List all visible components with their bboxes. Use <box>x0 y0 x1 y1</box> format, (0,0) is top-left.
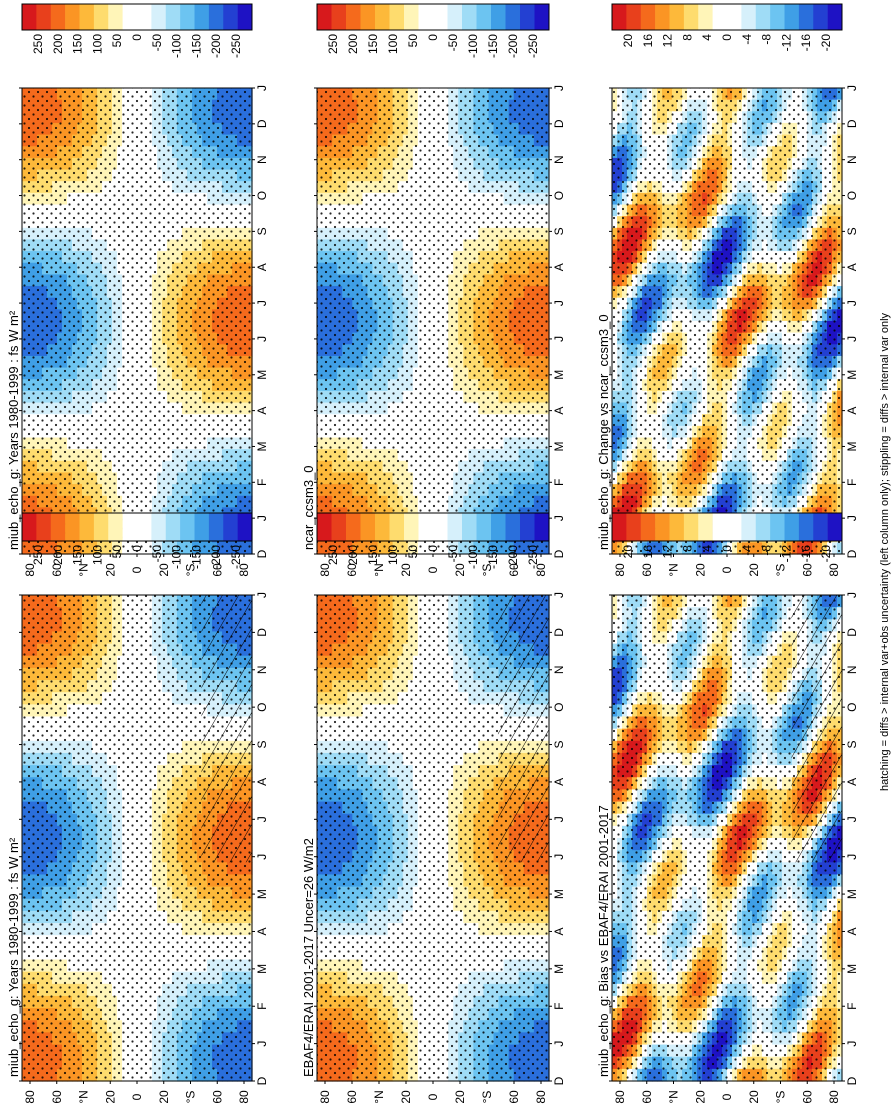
lat-tick-label: °N <box>77 1090 91 1103</box>
month-tick-label: F <box>255 1003 269 1010</box>
hatch-overlay <box>497 595 549 863</box>
month-tick-label: A <box>255 778 269 786</box>
lat-tick-label: 80 <box>23 1090 37 1104</box>
month-tick-label: J <box>255 1041 269 1047</box>
panel-title: miub_echo_g: Years 1980-1999 : fs W m² <box>6 837 21 1077</box>
lat-tick-label: 60 <box>507 1090 521 1104</box>
lat-tick-label: 0 <box>130 1093 144 1100</box>
lat-tick-label: 20 <box>157 1090 171 1104</box>
month-tick-label: J <box>255 816 269 822</box>
lat-tick-label: 80 <box>318 1090 332 1104</box>
month-tick-label: D <box>255 1076 269 1085</box>
lat-tick-label: 60 <box>345 1090 359 1104</box>
month-tick-label: O <box>255 702 269 711</box>
lat-tick-label: 20 <box>103 1090 117 1104</box>
panel-title: EBAF4/ERAI 2001-2017 Uncer=26 W/m2 <box>301 838 316 1077</box>
month-tick-label: M <box>552 964 566 974</box>
month-tick-label: O <box>552 702 566 711</box>
month-tick-label: J <box>552 592 566 598</box>
month-tick-label: A <box>255 927 269 935</box>
lat-tick-label: 60 <box>210 1090 224 1104</box>
lat-tick-label: °S <box>184 1091 198 1104</box>
month-tick-label: M <box>255 964 269 974</box>
lat-tick-label: °N <box>372 1090 386 1103</box>
month-tick-label: S <box>255 741 269 749</box>
month-tick-label: F <box>552 1003 566 1010</box>
lat-tick-label: 80 <box>534 1090 548 1104</box>
month-tick-label: D <box>552 1076 566 1085</box>
month-tick-label: A <box>552 778 566 786</box>
lat-tick-label: 60 <box>50 1090 64 1104</box>
month-tick-label: M <box>255 889 269 899</box>
month-tick-label: N <box>255 665 269 674</box>
month-tick-label: A <box>552 927 566 935</box>
month-tick-label: M <box>552 889 566 899</box>
month-tick-label: D <box>255 628 269 637</box>
lat-tick-label: 20 <box>453 1090 467 1104</box>
hatch-overlay <box>201 595 252 863</box>
lat-tick-label: 20 <box>399 1090 413 1104</box>
month-tick-label: S <box>552 741 566 749</box>
month-tick-label: J <box>255 854 269 860</box>
lat-tick-label: °S <box>480 1091 494 1104</box>
month-tick-label: N <box>552 665 566 674</box>
month-tick-label: D <box>552 628 566 637</box>
lat-tick-label: 0 <box>426 1093 440 1100</box>
month-tick-label: J <box>552 854 566 860</box>
month-tick-label: J <box>552 816 566 822</box>
month-tick-label: J <box>255 592 269 598</box>
lat-tick-label: 80 <box>237 1090 251 1104</box>
month-tick-label: J <box>552 1041 566 1047</box>
